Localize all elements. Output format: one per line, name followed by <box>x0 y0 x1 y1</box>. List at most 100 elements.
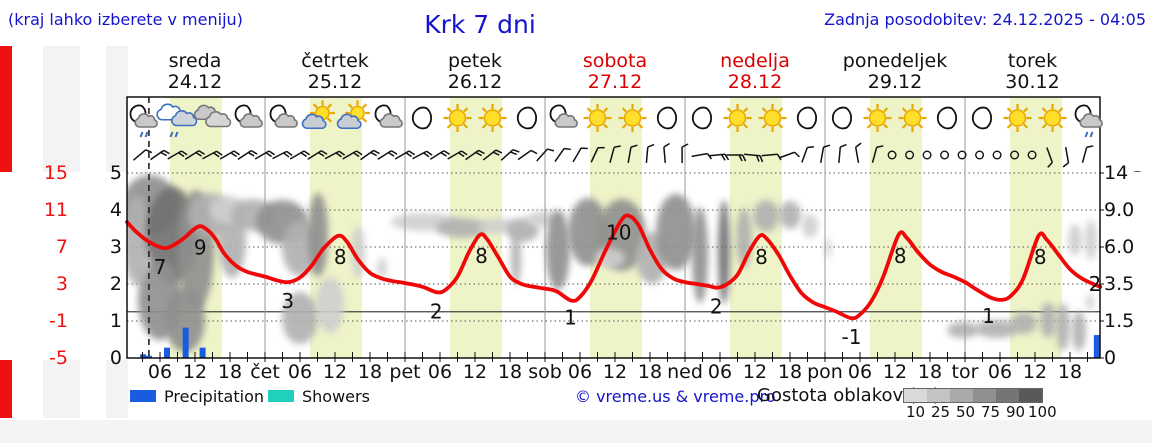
svg-text:11: 11 <box>44 199 68 221</box>
weather-icon-m <box>936 106 958 130</box>
weather-icon-s <box>1003 104 1032 132</box>
wind-barb-icon <box>307 150 328 160</box>
svg-text:-5: -5 <box>49 347 68 369</box>
density-tick: 100 <box>1028 403 1057 421</box>
wind-barbs-row <box>132 142 1094 168</box>
menu-hint-text: (kraj lahko izberete v meniju) <box>8 10 243 29</box>
calm-wind-icon <box>887 150 897 160</box>
svg-text:06: 06 <box>568 361 592 383</box>
x-axis-labels: 06 12 18 čet 06 12 18 pet 06 12 18 sob 06 12 18 ned 06 12… <box>148 361 1082 383</box>
wind-barb-icon <box>254 150 276 160</box>
day-label-četrtek: četrtek 25.12 <box>301 50 369 93</box>
wind-barb-icon <box>360 149 380 161</box>
svg-text:2: 2 <box>710 295 723 319</box>
wind-barb-icon <box>726 154 747 162</box>
day-label-nedelja: nedelja 28.12 <box>720 50 790 93</box>
weather-icon-mc <box>374 104 403 128</box>
last-update-text: Zadnja posodobitev: 24.12.2025 - 04:05 <box>824 10 1146 29</box>
svg-text:12: 12 <box>463 361 487 383</box>
weather-icon-s <box>863 104 892 132</box>
wind-barb-icon <box>627 144 638 164</box>
wind-barb-icon <box>1062 146 1070 168</box>
svg-text:pet: pet <box>389 361 420 383</box>
wind-barb-icon <box>150 149 170 161</box>
wind-barb-icon <box>465 149 485 161</box>
weather-icon-mcr <box>129 104 158 138</box>
svg-text:čet: čet <box>250 361 280 383</box>
svg-text:2: 2 <box>110 273 122 295</box>
svg-text:8: 8 <box>475 244 488 268</box>
density-step <box>927 389 950 402</box>
weather-icon-s <box>618 104 647 132</box>
wind-barb-icon <box>1081 145 1094 163</box>
svg-text:ned: ned <box>667 361 703 383</box>
wind-barb-icon <box>517 149 538 161</box>
density-step <box>996 389 1019 402</box>
precip-bar <box>182 327 189 358</box>
wind-barb-icon <box>801 145 815 163</box>
weather-icon-sc <box>336 100 370 130</box>
density-tick: 90 <box>1005 403 1026 421</box>
svg-text:8: 8 <box>1034 245 1047 269</box>
day-separators <box>264 97 966 358</box>
density-step <box>904 389 927 402</box>
wind-barb-icon <box>691 152 713 160</box>
svg-text:0: 0 <box>1104 347 1116 369</box>
svg-text:9: 9 <box>194 236 207 260</box>
showers-legend-swatch <box>268 390 294 402</box>
weather-icon-s <box>723 104 752 132</box>
precip-bar <box>145 355 152 358</box>
wind-barb-icon <box>663 142 670 164</box>
temperature-curve <box>125 213 1103 321</box>
svg-text:tor: tor <box>952 361 979 383</box>
svg-text:1: 1 <box>982 304 995 328</box>
wind-barb-icon <box>819 144 831 164</box>
weather-icon-m <box>831 106 853 130</box>
wind-barb-icon <box>871 145 884 163</box>
wind-barb-icon <box>572 147 588 163</box>
weather-icon-m <box>411 106 433 130</box>
wind-barb-icon <box>761 153 782 161</box>
wind-barb-icon <box>377 150 398 160</box>
density-tick: 25 <box>930 403 951 421</box>
weather-icon-s <box>1038 104 1067 132</box>
wind-barb-icon <box>429 150 450 160</box>
svg-text:18: 18 <box>218 361 242 383</box>
calm-wind-icon <box>905 150 915 160</box>
page-title: Krk 7 dni <box>424 10 536 39</box>
temp-axis-ticks: 15 11 7 3 -1 -5 <box>44 162 68 369</box>
calm-wind-icon <box>975 150 985 160</box>
precip-axis-ticks: 5 4 3 2 1 0 <box>110 162 122 369</box>
svg-text:6.0: 6.0 <box>1104 236 1134 258</box>
svg-text:sob: sob <box>528 361 562 383</box>
svg-text:18: 18 <box>498 361 522 383</box>
wind-barb-icon <box>590 146 605 163</box>
calm-wind-icon <box>992 150 1002 160</box>
weather-icon-mc <box>549 104 578 128</box>
svg-text:pon: pon <box>807 361 843 383</box>
svg-text:5: 5 <box>110 162 122 184</box>
svg-text:3: 3 <box>110 236 122 258</box>
svg-text:9.0: 9.0 <box>1104 199 1134 221</box>
cloud-density-ticks: 10 25 50 75 90 100 <box>903 403 1057 421</box>
weather-icon-cr <box>156 103 198 138</box>
wind-barb-icon <box>167 150 188 160</box>
wind-barb-icon <box>394 150 416 160</box>
wind-barb-icon <box>342 150 363 160</box>
wind-barb-icon <box>132 149 153 161</box>
wind-barb-icon <box>609 145 621 163</box>
plot-border <box>126 96 1101 359</box>
wind-barb-icon <box>272 150 293 160</box>
precipitation-legend-swatch <box>130 390 156 402</box>
day-label-ponedeljek: ponedeljek 29.12 <box>842 50 948 93</box>
wind-barb-icon <box>184 150 205 160</box>
calm-wind-icon <box>922 150 932 160</box>
svg-text:1: 1 <box>564 306 577 330</box>
copyright-link[interactable]: © vreme.us & vreme.pro <box>575 387 776 406</box>
svg-text:12: 12 <box>183 361 207 383</box>
precip-bar <box>199 347 206 358</box>
svg-text:18: 18 <box>1058 361 1082 383</box>
svg-text:12: 12 <box>883 361 907 383</box>
svg-text:12: 12 <box>603 361 627 383</box>
